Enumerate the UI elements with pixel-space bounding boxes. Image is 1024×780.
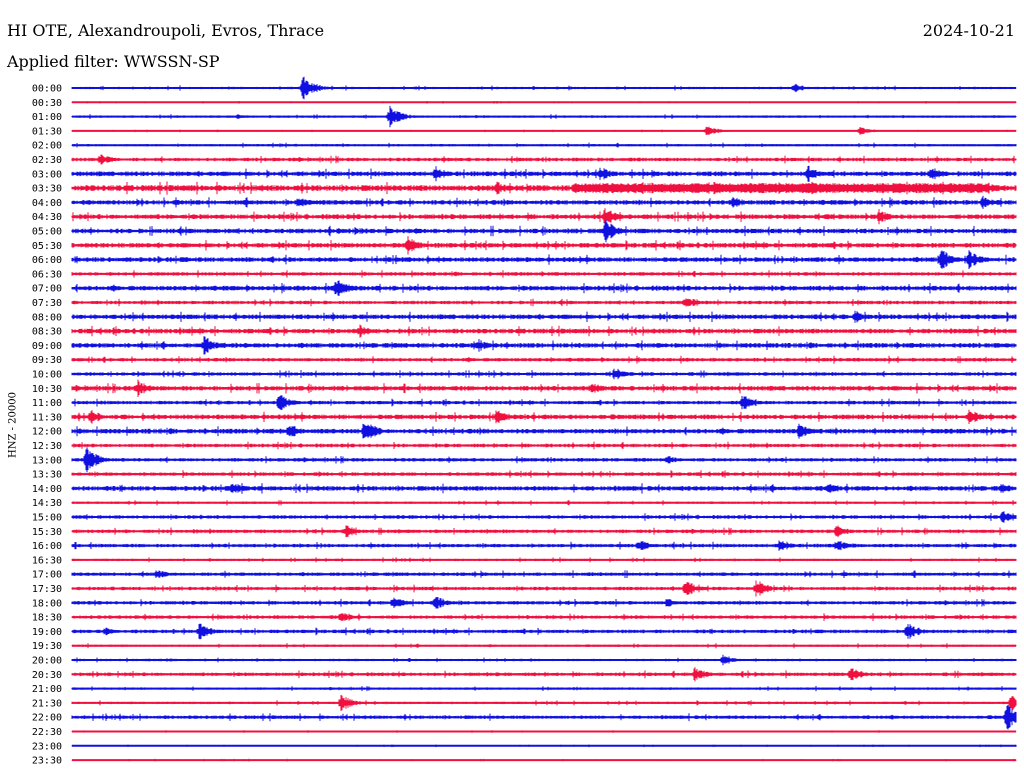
row-time-label: 13:00	[32, 455, 62, 466]
row-time-label: 19:30	[32, 641, 62, 652]
row-time-label: 12:00	[32, 427, 62, 438]
row-time-label: 16:30	[32, 555, 62, 566]
row-time-label: 11:30	[32, 412, 62, 423]
row-time-label: 06:30	[32, 269, 62, 280]
row-time-label: 18:00	[32, 598, 62, 609]
row-time-label: 08:00	[32, 312, 62, 323]
row-time-label: 15:30	[32, 527, 62, 538]
row-time-label: 09:00	[32, 341, 62, 352]
row-time-label: 08:30	[32, 327, 62, 338]
row-time-label: 12:30	[32, 441, 62, 452]
row-time-label: 00:00	[32, 84, 62, 95]
row-time-label: 17:00	[32, 570, 62, 581]
row-time-label: 11:00	[32, 398, 62, 409]
row-time-label: 18:30	[32, 613, 62, 624]
row-time-label: 06:00	[32, 255, 62, 266]
row-time-label: 22:00	[32, 713, 62, 724]
row-time-label: 05:00	[32, 227, 62, 238]
row-time-label: 13:30	[32, 470, 62, 481]
row-time-label: 17:30	[32, 584, 62, 595]
row-time-label: 14:00	[32, 484, 62, 495]
row-time-label: 20:30	[32, 670, 62, 681]
row-time-label: 07:00	[32, 284, 62, 295]
row-time-label: 03:00	[32, 169, 62, 180]
row-time-label: 19:00	[32, 627, 62, 638]
row-time-label: 21:00	[32, 684, 62, 695]
row-time-label: 10:30	[32, 384, 62, 395]
row-time-label: 14:30	[32, 498, 62, 509]
row-time-label: 01:30	[32, 126, 62, 137]
row-time-label: 02:00	[32, 141, 62, 152]
row-time-label: 23:00	[32, 741, 62, 752]
row-time-label: 03:30	[32, 184, 62, 195]
row-time-label: 22:30	[32, 727, 62, 738]
row-time-label: 01:00	[32, 112, 62, 123]
row-time-label: 09:30	[32, 355, 62, 366]
row-time-label: 23:30	[32, 756, 62, 767]
station-title: HI OTE, Alexandroupoli, Evros, Thrace	[7, 21, 325, 40]
row-time-label: 07:30	[32, 298, 62, 309]
row-time-label: 15:00	[32, 513, 62, 524]
row-time-label: 21:30	[32, 698, 62, 709]
date-label: 2024-10-21	[922, 21, 1015, 40]
row-time-label: 10:00	[32, 370, 62, 381]
row-time-label: 04:00	[32, 198, 62, 209]
row-time-label: 20:00	[32, 656, 62, 667]
row-time-label: 05:30	[32, 241, 62, 252]
filter-label: Applied filter: WWSSN-SP	[7, 52, 220, 71]
row-time-label: 16:00	[32, 541, 62, 552]
row-time-label: 04:30	[32, 212, 62, 223]
row-time-label: 02:30	[32, 155, 62, 166]
row-time-label: 00:30	[32, 98, 62, 109]
